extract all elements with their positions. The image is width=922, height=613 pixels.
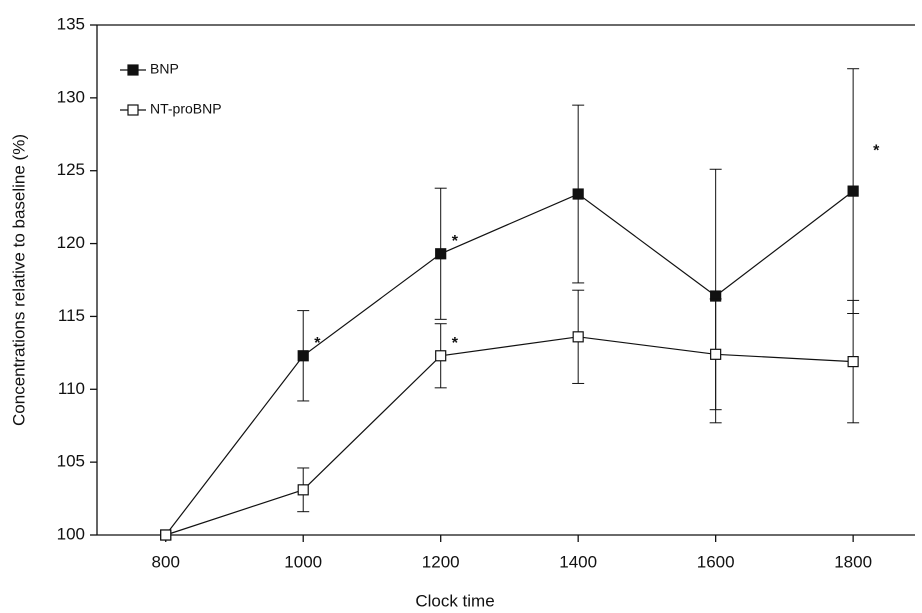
marker bbox=[436, 249, 446, 259]
y-tick-label: 110 bbox=[58, 379, 85, 398]
chart: Clock time Concentrations relative to ba… bbox=[0, 0, 922, 613]
marker bbox=[573, 189, 583, 199]
x-tick-label: 1400 bbox=[559, 552, 597, 571]
y-tick-label: 115 bbox=[58, 306, 85, 325]
marker bbox=[298, 485, 308, 495]
x-tick-label: 1000 bbox=[284, 552, 322, 571]
x-tick-label: 800 bbox=[152, 552, 180, 571]
y-tick-label: 100 bbox=[57, 524, 85, 543]
y-tick-label: 105 bbox=[57, 452, 85, 471]
marker bbox=[711, 349, 721, 359]
marker bbox=[848, 357, 858, 367]
x-tick-label: 1600 bbox=[697, 552, 735, 571]
legend-label: BNP bbox=[150, 61, 179, 77]
series-line bbox=[166, 337, 853, 535]
marker bbox=[436, 351, 446, 361]
x-axis-label: Clock time bbox=[415, 591, 494, 610]
series-line bbox=[166, 191, 853, 535]
marker bbox=[848, 186, 858, 196]
annotation: * bbox=[452, 335, 459, 352]
annotation: * bbox=[873, 142, 880, 159]
marker bbox=[161, 530, 171, 540]
marker bbox=[573, 332, 583, 342]
y-tick-label: 120 bbox=[57, 233, 85, 252]
marker bbox=[128, 65, 138, 75]
marker bbox=[298, 351, 308, 361]
y-tick-label: 125 bbox=[57, 160, 85, 179]
annotation: * bbox=[314, 335, 321, 352]
y-tick-label: 135 bbox=[57, 14, 85, 33]
legend-label: NT-proBNP bbox=[150, 101, 222, 117]
annotation: * bbox=[452, 233, 459, 250]
x-tick-label: 1800 bbox=[834, 552, 872, 571]
y-tick-label: 130 bbox=[57, 87, 85, 106]
marker bbox=[128, 105, 138, 115]
y-axis-label: Concentrations relative to baseline (%) bbox=[9, 134, 28, 426]
x-tick-label: 1200 bbox=[422, 552, 460, 571]
